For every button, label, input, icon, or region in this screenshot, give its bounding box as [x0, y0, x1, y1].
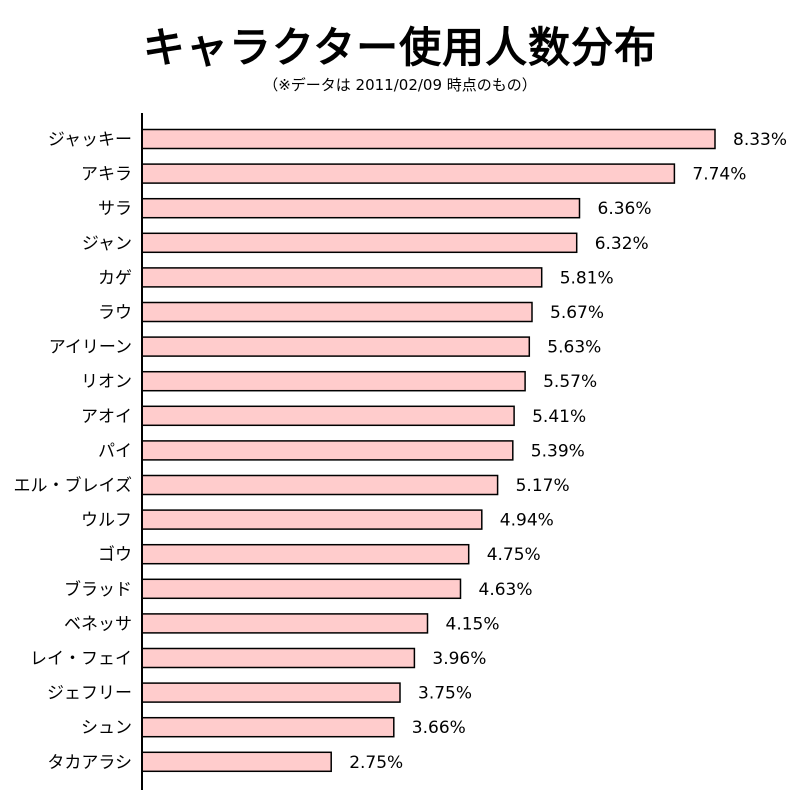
- bar: [141, 336, 531, 357]
- value-label: 4.94%: [500, 511, 554, 531]
- category-label: シュン: [81, 718, 132, 738]
- chart-subtitle: （※データは 2011/02/09 時点のもの）: [263, 76, 537, 94]
- category-label: レイ・フェイ: [30, 649, 132, 669]
- category-label: ベネッサ: [64, 614, 132, 634]
- bar: [141, 405, 515, 427]
- category-label: アオイ: [81, 407, 132, 427]
- category-label: タカアラシ: [47, 753, 132, 773]
- category-label: ジャッキー: [48, 130, 132, 150]
- value-label: 7.74%: [692, 165, 746, 185]
- bar: [141, 751, 332, 773]
- bar: [141, 682, 401, 703]
- value-label: 6.32%: [595, 234, 649, 254]
- bar: [141, 474, 499, 496]
- category-label: アイリーン: [49, 338, 132, 358]
- value-label: 4.63%: [479, 580, 533, 600]
- category-label: ジェフリー: [47, 684, 132, 704]
- value-label: 5.57%: [543, 372, 597, 392]
- category-label: ブラッド: [64, 579, 132, 600]
- value-label: 5.39%: [531, 441, 585, 461]
- category-label: ジャン: [82, 234, 132, 254]
- value-label: 5.81%: [560, 268, 614, 288]
- value-label: 6.36%: [598, 199, 652, 219]
- value-label: 8.33%: [733, 130, 787, 150]
- bar: [141, 267, 543, 288]
- bars-layer: ジャッキー 8.33% アキラ 7.74% サラ 6.36% ジャン 6.32% カゲ 5.81%…: [14, 128, 787, 773]
- bar: [141, 197, 581, 219]
- category-label: エル・ブレイズ: [14, 475, 133, 496]
- bar: [141, 301, 533, 323]
- category-label: カゲ: [98, 268, 132, 288]
- category-label: ゴウ: [98, 544, 132, 565]
- bar: [141, 163, 676, 184]
- bar: [141, 578, 462, 600]
- value-label: 3.75%: [418, 684, 472, 704]
- value-label: 5.63%: [547, 338, 601, 358]
- value-label: 5.67%: [550, 303, 604, 323]
- category-label: アキラ: [81, 165, 132, 185]
- bar: [141, 613, 429, 634]
- bar: [141, 440, 514, 461]
- value-label: 2.75%: [349, 753, 403, 773]
- value-label: 3.96%: [432, 649, 486, 669]
- category-label: ラウ: [98, 303, 132, 323]
- bar: [141, 716, 395, 738]
- bar: [141, 370, 526, 392]
- value-label: 3.66%: [412, 718, 466, 738]
- bar: [141, 647, 416, 669]
- value-label: 4.15%: [446, 614, 500, 634]
- bar: [141, 509, 483, 530]
- bar: [141, 232, 578, 254]
- value-label: 4.75%: [487, 545, 541, 565]
- value-label: 5.17%: [516, 476, 570, 496]
- chart-title: キャラクター使用人数分布: [142, 23, 658, 72]
- category-label: ウルフ: [81, 511, 132, 531]
- bar: [141, 128, 716, 150]
- category-label: パイ: [98, 441, 132, 461]
- category-label: リオン: [81, 372, 132, 392]
- category-label: サラ: [98, 199, 132, 219]
- bar: [141, 543, 470, 565]
- value-label: 5.41%: [532, 407, 586, 427]
